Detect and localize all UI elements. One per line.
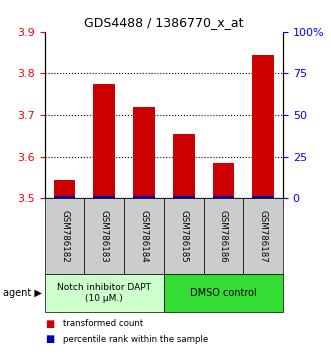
Text: GSM786182: GSM786182 xyxy=(60,210,69,263)
Text: Notch inhibitor DAPT
(10 μM.): Notch inhibitor DAPT (10 μM.) xyxy=(57,283,151,303)
Text: GSM786186: GSM786186 xyxy=(219,210,228,263)
Bar xyxy=(133,196,155,198)
Text: agent ▶: agent ▶ xyxy=(3,288,42,298)
Title: GDS4488 / 1386770_x_at: GDS4488 / 1386770_x_at xyxy=(84,16,244,29)
Bar xyxy=(252,55,274,198)
Text: GSM786184: GSM786184 xyxy=(139,210,149,263)
Text: DMSO control: DMSO control xyxy=(190,288,257,298)
Text: GSM786187: GSM786187 xyxy=(259,210,268,263)
Bar xyxy=(173,134,195,198)
Text: transformed count: transformed count xyxy=(63,319,143,329)
Bar xyxy=(173,196,195,198)
Bar xyxy=(93,196,115,198)
Text: ■: ■ xyxy=(45,319,54,329)
Text: GSM786185: GSM786185 xyxy=(179,210,188,263)
Bar xyxy=(54,196,75,198)
Bar xyxy=(133,107,155,198)
Text: GSM786183: GSM786183 xyxy=(100,210,109,263)
Text: ■: ■ xyxy=(45,334,54,344)
Bar xyxy=(213,196,234,198)
Bar xyxy=(252,196,274,198)
Bar xyxy=(213,163,234,198)
Bar xyxy=(54,179,75,198)
Text: percentile rank within the sample: percentile rank within the sample xyxy=(63,335,208,344)
Bar xyxy=(93,84,115,198)
